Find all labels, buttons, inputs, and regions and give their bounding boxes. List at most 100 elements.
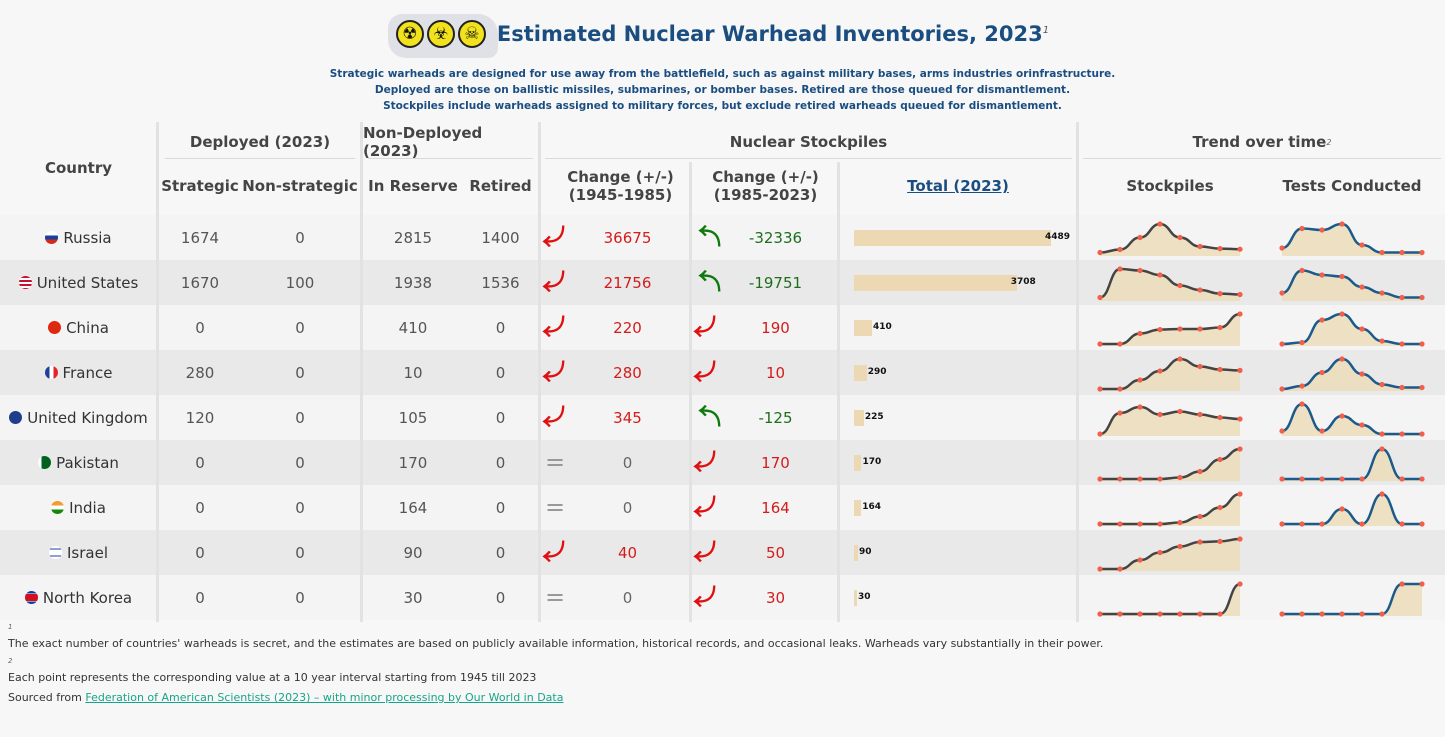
stockpile-sparkline-point [1117,611,1123,617]
biohazard-icon: ☣ [426,20,455,48]
stockpile-sparkline-point [1157,272,1163,278]
country-name: North Korea [42,588,133,607]
stockpile-sparkline-point [1237,416,1243,422]
change-late-up-arrow-icon: ⤴ [694,584,720,608]
stockpile-sparkline [1097,404,1243,437]
usa-flag-icon [18,276,32,289]
change-early-label: Change (+/-) [567,168,674,186]
stockpile-sparkline-point [1097,249,1103,256]
change-late-range: (1985-2023) [713,186,818,204]
col-total[interactable]: Total (2023) [840,170,1076,202]
col-change-late: Change (+/-) (1985-2023) [693,162,838,210]
stockpile-sparkline-point [1117,566,1123,572]
change-early-value: 345 [613,408,642,427]
stockpile-sparkline-point [1097,476,1103,482]
title-footnote: 1 [1042,25,1050,36]
header-divider [545,158,1072,159]
change-early-value: 0 [622,588,633,607]
stockpile-sparkline [1097,491,1243,527]
tests-sparkline-point [1359,611,1365,617]
country-cell: France [0,350,157,395]
change-early-value: 21756 [603,273,652,292]
stockpile-sparkline-point [1197,326,1203,332]
stockpile-sparkline-point [1197,411,1203,418]
tests-sparkline [1279,221,1425,256]
tests-sparkline-point [1299,267,1305,274]
tests-sparkline-point [1359,476,1365,482]
country-name: France [62,363,113,382]
reserve-value: 10 [403,363,423,382]
stockpile-sparkline-point [1197,611,1203,617]
total-label: 30 [858,592,871,602]
tests-sparkline-point [1339,311,1345,317]
tests-sparkline-point [1339,356,1345,362]
stockpile-sparkline-point [1237,446,1243,452]
tests-sparkline [1279,491,1425,527]
change-late-value: 190 [761,318,790,337]
china-flag-icon [48,321,62,334]
col-deployed: Deployed (2023) [189,133,331,151]
total-bar [854,365,867,381]
total-bar [854,455,862,471]
tests-sparkline-point [1339,413,1345,419]
col-non-deployed: Non-Deployed (2023) [363,124,483,160]
column-divider [1076,122,1079,622]
total-bar [854,590,857,606]
stockpile-sparkline [1097,446,1243,482]
stockpile-sparkline-point [1157,549,1163,556]
non-strategic-value: 0 [295,453,305,472]
non-strategic-value: 0 [295,543,305,562]
tests-sparkline-point [1379,446,1385,452]
stockpile-sparkline-point [1117,476,1123,482]
col-trend: Trend over time 2 [1079,128,1445,156]
tests-sparkline-point [1279,386,1285,392]
stockpile-sparkline-point [1177,234,1183,241]
reserve-value: 410 [398,318,428,337]
col-in-reserve: In Reserve [368,177,458,195]
tests-sparkline-area [1282,270,1422,301]
tests-sparkline-point [1359,422,1365,428]
tests-sparkline-point [1379,611,1385,617]
footnote-2-text: Each point represents the corresponding … [8,671,537,684]
tests-sparkline-point [1279,290,1285,296]
col-trend-tests: Tests Conducted [1282,177,1422,195]
strategic-value: 120 [185,408,215,427]
tests-sparkline-point [1339,221,1345,227]
stockpile-sparkline-area [1100,449,1240,481]
stockpile-sparkline-point [1217,324,1223,331]
stockpile-sparkline-point [1237,367,1243,373]
change-late-up-arrow-icon: ⤴ [694,314,720,338]
stockpile-sparkline-point [1097,566,1103,572]
strategic-value: 0 [195,318,205,337]
country-cell: China [0,305,157,350]
source-link[interactable]: Federation of American Scientists (2023)… [85,691,564,704]
stockpile-sparkline-point [1177,326,1183,332]
stockpile-sparkline-point [1217,504,1223,511]
stockpile-sparkline-point [1237,246,1243,252]
total-sort-link[interactable]: Total (2023) [907,177,1009,195]
table-row: United Kingdom 120 0 105 0 ⤴ 345 ⤵ -125 225 [0,395,1445,440]
title-text: Estimated Nuclear Warhead Inventories, 2… [496,22,1043,46]
tests-sparkline-point [1419,384,1425,391]
table-row: Pakistan 0 0 170 0 = 0 ⤴ 170 170 [0,440,1445,485]
tests-sparkline-point [1379,338,1385,344]
stockpile-sparkline-point [1117,410,1123,416]
col-country: Country [44,159,113,177]
reserve-value: 164 [398,498,428,517]
country-cell: Pakistan [0,440,157,485]
tests-sparkline-point [1419,476,1425,482]
country-cell: North Korea [0,575,157,620]
total-label: 170 [862,457,882,467]
tests-sparkline-point [1319,521,1325,527]
tests-sparkline-point [1419,581,1425,587]
change-late-value: 170 [761,453,790,472]
stockpile-sparkline-point [1177,519,1183,526]
tests-sparkline-point [1319,611,1325,617]
column-divider [360,122,363,622]
tests-sparkline-point [1299,401,1305,407]
non-strategic-value: 0 [295,363,305,382]
change-early-value: 220 [613,318,642,337]
country-name: India [69,498,106,517]
tests-sparkline-point [1419,341,1425,347]
subtitle: Strategic warheads are designed for use … [0,66,1445,114]
